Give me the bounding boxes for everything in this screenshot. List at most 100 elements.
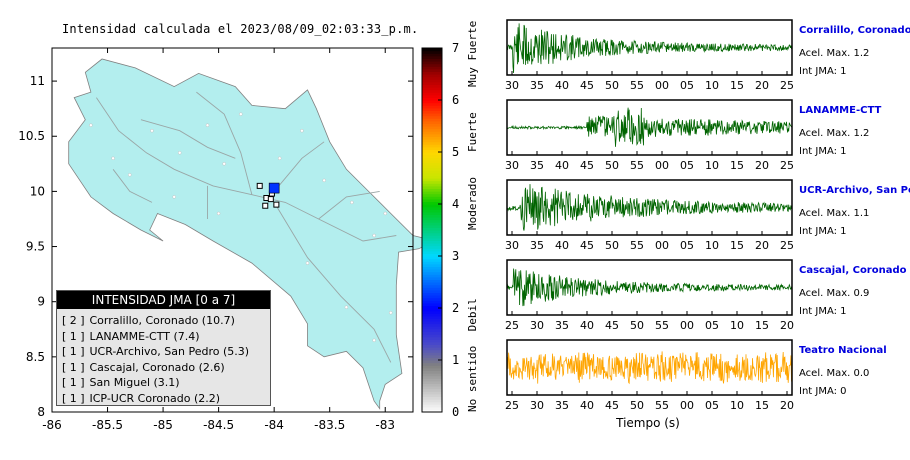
lat-tick-label: 8: [37, 405, 45, 419]
legend-item-level: [ 1 ]: [62, 329, 85, 343]
time-tick-label: 25: [505, 319, 519, 332]
station-marker: [256, 182, 263, 189]
time-tick-label: 50: [630, 399, 644, 412]
legend-item-name: ICP-UCR Coronado (2.2): [86, 391, 221, 405]
time-tick-label: 35: [530, 159, 544, 172]
lat-tick-label: 8.5: [26, 350, 45, 364]
colorbar-category-label: Moderado: [466, 177, 479, 230]
waveform-line: [506, 107, 793, 147]
time-tick-label: 00: [655, 159, 669, 172]
colorbar-tick-label: 4: [452, 197, 459, 211]
colorbar-tick-label: 5: [452, 145, 459, 159]
time-tick-label: 35: [530, 79, 544, 92]
time-tick-label: 55: [630, 79, 644, 92]
time-tick-label: 15: [730, 239, 744, 252]
legend-item-name: San Miguel (3.1): [86, 376, 180, 389]
colorbar-tick-label: 0: [452, 405, 459, 419]
time-tick-label: 00: [680, 319, 694, 332]
lon-tick-label: -85.5: [92, 418, 123, 432]
time-tick-label: 55: [630, 159, 644, 172]
time-tick-label: 55: [655, 319, 669, 332]
legend-item-level: [ 1 ]: [62, 391, 85, 405]
time-tick-label: 05: [680, 239, 694, 252]
station-name: UCR-Archivo, San Pedro: [799, 185, 910, 196]
time-tick-label: 55: [655, 399, 669, 412]
time-tick-label: 50: [605, 239, 619, 252]
seismogram-trace: 25 30 35 40 45 50 55 00 05 10 15 20 Teatro Nacional A…: [505, 339, 887, 412]
colorbar-tick-label: 1: [452, 353, 459, 367]
legend-item-name: Cascajal, Coronado (2.6): [86, 360, 225, 374]
trace-frame: [506, 99, 793, 156]
time-tick-label: 05: [680, 79, 694, 92]
time-tick-label: 40: [580, 399, 594, 412]
legend-item-name: Corralillo, Coronado (10.7): [86, 314, 235, 327]
time-tick-label: 35: [555, 399, 569, 412]
time-tick-label: 30: [530, 319, 544, 332]
lat-tick-label: 10: [30, 184, 45, 198]
lon-tick-label: -85: [153, 418, 173, 432]
time-tick-label: 15: [730, 79, 744, 92]
colorbar-category-label: Fuerte: [466, 112, 479, 152]
time-tick-label: 30: [505, 239, 519, 252]
station-jma-intensity: Int JMA: 1: [799, 306, 847, 317]
time-tick-label: 50: [605, 159, 619, 172]
colorbar-tick-label: 3: [452, 249, 459, 263]
legend-item: [ 1 ] UCR-Archivo, San Pedro (5.3): [62, 344, 270, 360]
time-tick-label: 05: [680, 159, 694, 172]
colorbar-category-label: Muy Fuerte: [466, 21, 479, 87]
time-tick-label: 15: [755, 319, 769, 332]
time-tick-label: 20: [755, 79, 769, 92]
time-tick-label: 00: [655, 79, 669, 92]
seismogram-trace: 30 35 40 45 50 55 00 05 10 15 20 25 LANAMME-CTT Acel.…: [505, 99, 881, 172]
station-marker: [262, 202, 269, 209]
station-max-accel: Acel. Max. 0.9: [799, 288, 869, 299]
time-axis-label: Tiempo (s): [615, 416, 680, 430]
time-tick-label: 15: [755, 399, 769, 412]
time-tick-label: 25: [780, 159, 794, 172]
time-tick-label: 50: [605, 79, 619, 92]
legend-item: [ 1 ] ICP-UCR Coronado (2.2): [62, 391, 270, 407]
station-name: LANAMME-CTT: [799, 105, 881, 116]
trace-frame: [506, 259, 793, 316]
lon-tick-label: -83.5: [314, 418, 345, 432]
colorbar-category-label: No sentido: [466, 346, 479, 412]
map-frame: [51, 47, 414, 413]
lat-tick-label: 9.5: [26, 240, 45, 254]
time-tick-label: 40: [555, 239, 569, 252]
legend-item: [ 1 ] Cascajal, Coronado (2.6): [62, 360, 270, 376]
trace-frame: [506, 179, 793, 236]
station-max-accel: Acel. Max. 1.2: [799, 48, 869, 59]
time-tick-label: 20: [780, 399, 794, 412]
waveform-line: [506, 268, 793, 307]
time-tick-label: 10: [730, 319, 744, 332]
time-tick-label: 30: [505, 159, 519, 172]
legend-list: [ 2 ] Corralillo, Coronado (10.7)[ 1 ] L…: [57, 309, 270, 406]
time-tick-label: 30: [530, 399, 544, 412]
legend-item-level: [ 1 ]: [62, 376, 85, 389]
legend-item: [ 2 ] Corralillo, Coronado (10.7): [62, 313, 270, 329]
station-marker: [267, 196, 274, 203]
time-tick-label: 40: [580, 319, 594, 332]
time-tick-label: 35: [530, 239, 544, 252]
time-tick-label: 00: [680, 399, 694, 412]
time-tick-label: 25: [780, 239, 794, 252]
waveform-line: [506, 184, 793, 231]
station-jma-intensity: Int JMA: 1: [799, 66, 847, 77]
colorbar-tick-label: 6: [452, 93, 459, 107]
time-tick-label: 15: [730, 159, 744, 172]
time-tick-label: 45: [580, 159, 594, 172]
time-tick-label: 45: [605, 399, 619, 412]
time-tick-label: 10: [705, 79, 719, 92]
road-network: [89, 91, 397, 363]
station-jma-intensity: Int JMA: 0: [799, 386, 847, 397]
time-tick-label: 50: [630, 319, 644, 332]
waveform-line: [506, 23, 793, 74]
time-tick-label: 10: [705, 159, 719, 172]
time-tick-label: 20: [780, 319, 794, 332]
station-jma-intensity: Int JMA: 1: [799, 226, 847, 237]
time-tick-label: 05: [705, 399, 719, 412]
time-tick-label: 55: [630, 239, 644, 252]
lon-tick-label: -84.5: [203, 418, 234, 432]
trace-frame: [506, 339, 793, 396]
